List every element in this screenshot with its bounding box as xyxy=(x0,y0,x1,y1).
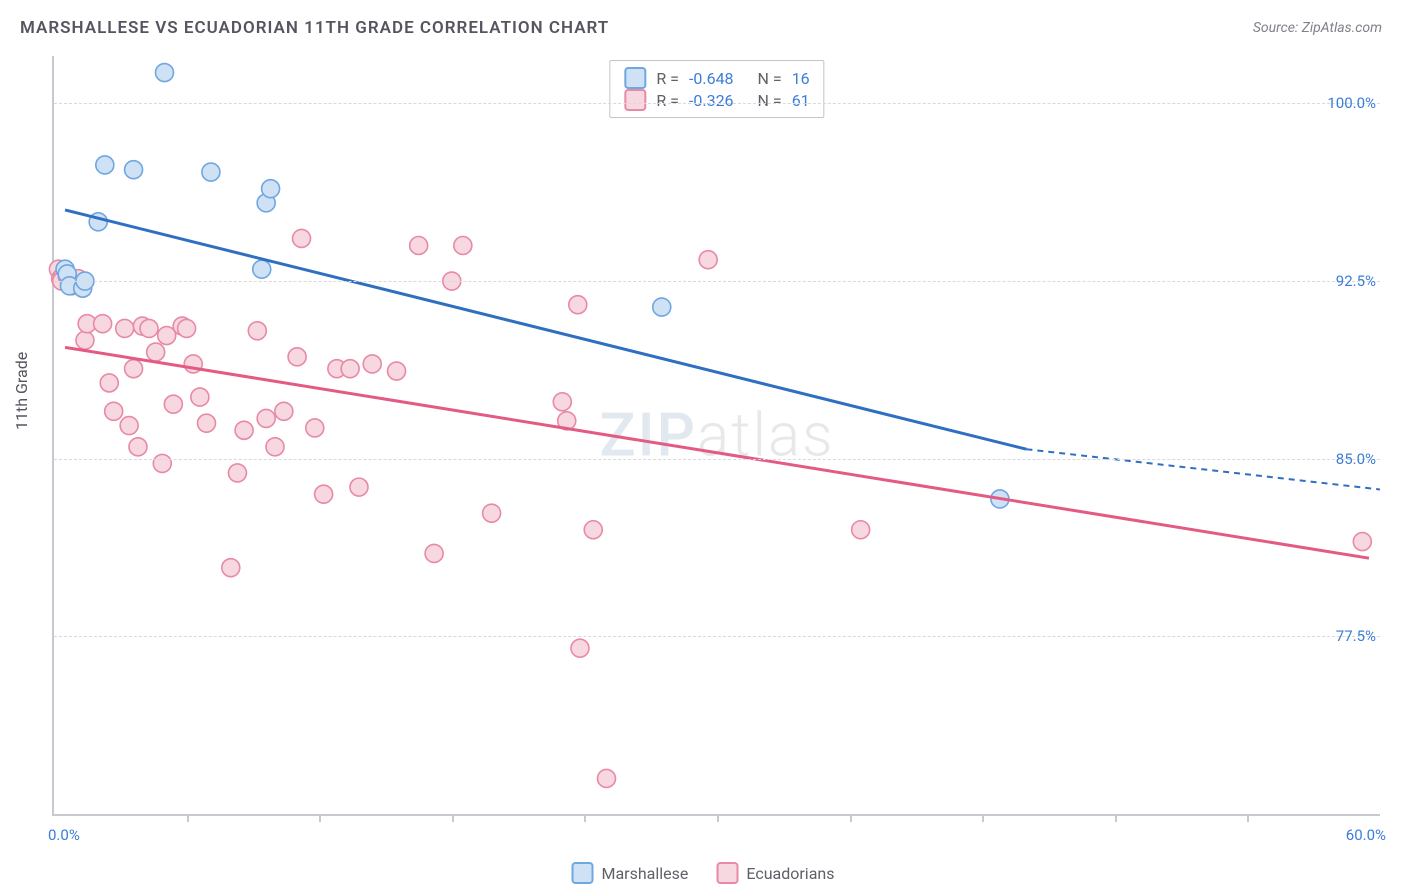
x-max-label: 60.0% xyxy=(1346,826,1386,844)
data-point xyxy=(94,315,112,333)
chart-container: MARSHALLESE VS ECUADORIAN 11TH GRADE COR… xyxy=(0,0,1406,892)
x-min-label: 0.0% xyxy=(48,826,80,844)
x-tick xyxy=(717,814,719,822)
data-point xyxy=(202,163,220,181)
x-tick xyxy=(1247,814,1249,822)
legend-label-1: Marshallese xyxy=(602,864,689,883)
data-point xyxy=(598,769,616,787)
swatch-ecuadorians-icon xyxy=(716,862,738,884)
data-point xyxy=(266,438,284,456)
gridline xyxy=(54,103,1380,104)
data-point xyxy=(105,402,123,420)
data-point xyxy=(262,180,280,198)
data-point xyxy=(156,64,174,82)
data-point xyxy=(235,421,253,439)
data-point xyxy=(553,393,571,411)
data-point xyxy=(293,229,311,247)
trend-line xyxy=(65,347,1369,558)
data-point xyxy=(96,156,114,174)
data-point xyxy=(153,454,171,472)
y-tick-label: 85.0% xyxy=(1336,450,1382,468)
data-point xyxy=(129,438,147,456)
data-point xyxy=(147,343,165,361)
data-point xyxy=(425,544,443,562)
y-tick-label: 77.5% xyxy=(1336,627,1382,645)
gridline xyxy=(54,281,1380,282)
x-tick xyxy=(319,814,321,822)
data-point xyxy=(363,355,381,373)
y-tick-label: 100.0% xyxy=(1327,94,1382,112)
plot-area: ZIPatlas R = -0.648 N = 16 R = -0.326 N … xyxy=(52,56,1380,816)
gridline xyxy=(54,636,1380,637)
data-point xyxy=(584,521,602,539)
data-point xyxy=(116,319,134,337)
trend-line-extension xyxy=(1026,449,1380,489)
series-legend: Marshallese Ecuadorians xyxy=(572,862,835,884)
data-point xyxy=(571,639,589,657)
x-tick xyxy=(187,814,189,822)
data-point xyxy=(341,360,359,378)
y-axis-label: 11th Grade xyxy=(12,352,31,430)
legend-label-2: Ecuadorians xyxy=(746,864,834,883)
data-point xyxy=(388,362,406,380)
data-point xyxy=(140,319,158,337)
data-point xyxy=(454,237,472,255)
y-tick-label: 92.5% xyxy=(1336,272,1382,290)
data-point xyxy=(248,322,266,340)
scatter-svg xyxy=(54,56,1380,814)
data-point xyxy=(852,521,870,539)
data-point xyxy=(350,478,368,496)
data-point xyxy=(76,331,94,349)
data-point xyxy=(410,237,428,255)
data-point xyxy=(288,348,306,366)
data-point xyxy=(222,559,240,577)
legend-item-marshallese: Marshallese xyxy=(572,862,689,884)
chart-title: MARSHALLESE VS ECUADORIAN 11TH GRADE COR… xyxy=(20,18,609,38)
data-point xyxy=(125,360,143,378)
data-point xyxy=(125,161,143,179)
data-point xyxy=(228,464,246,482)
data-point xyxy=(120,417,138,435)
x-tick xyxy=(1115,814,1117,822)
data-point xyxy=(569,296,587,314)
data-point xyxy=(253,260,271,278)
gridline xyxy=(54,459,1380,460)
data-point xyxy=(653,298,671,316)
swatch-marshallese-icon xyxy=(572,862,594,884)
data-point xyxy=(306,419,324,437)
legend-item-ecuadorians: Ecuadorians xyxy=(716,862,834,884)
x-tick xyxy=(982,814,984,822)
x-tick xyxy=(850,814,852,822)
source-attribution: Source: ZipAtlas.com xyxy=(1253,20,1382,36)
x-tick xyxy=(584,814,586,822)
data-point xyxy=(197,414,215,432)
data-point xyxy=(100,374,118,392)
data-point xyxy=(257,409,275,427)
data-point xyxy=(191,388,209,406)
trend-line xyxy=(65,210,1026,449)
data-point xyxy=(164,395,182,413)
data-point xyxy=(178,319,196,337)
data-point xyxy=(1353,533,1371,551)
data-point xyxy=(315,485,333,503)
data-point xyxy=(275,402,293,420)
x-tick xyxy=(452,814,454,822)
data-point xyxy=(483,504,501,522)
data-point xyxy=(699,251,717,269)
